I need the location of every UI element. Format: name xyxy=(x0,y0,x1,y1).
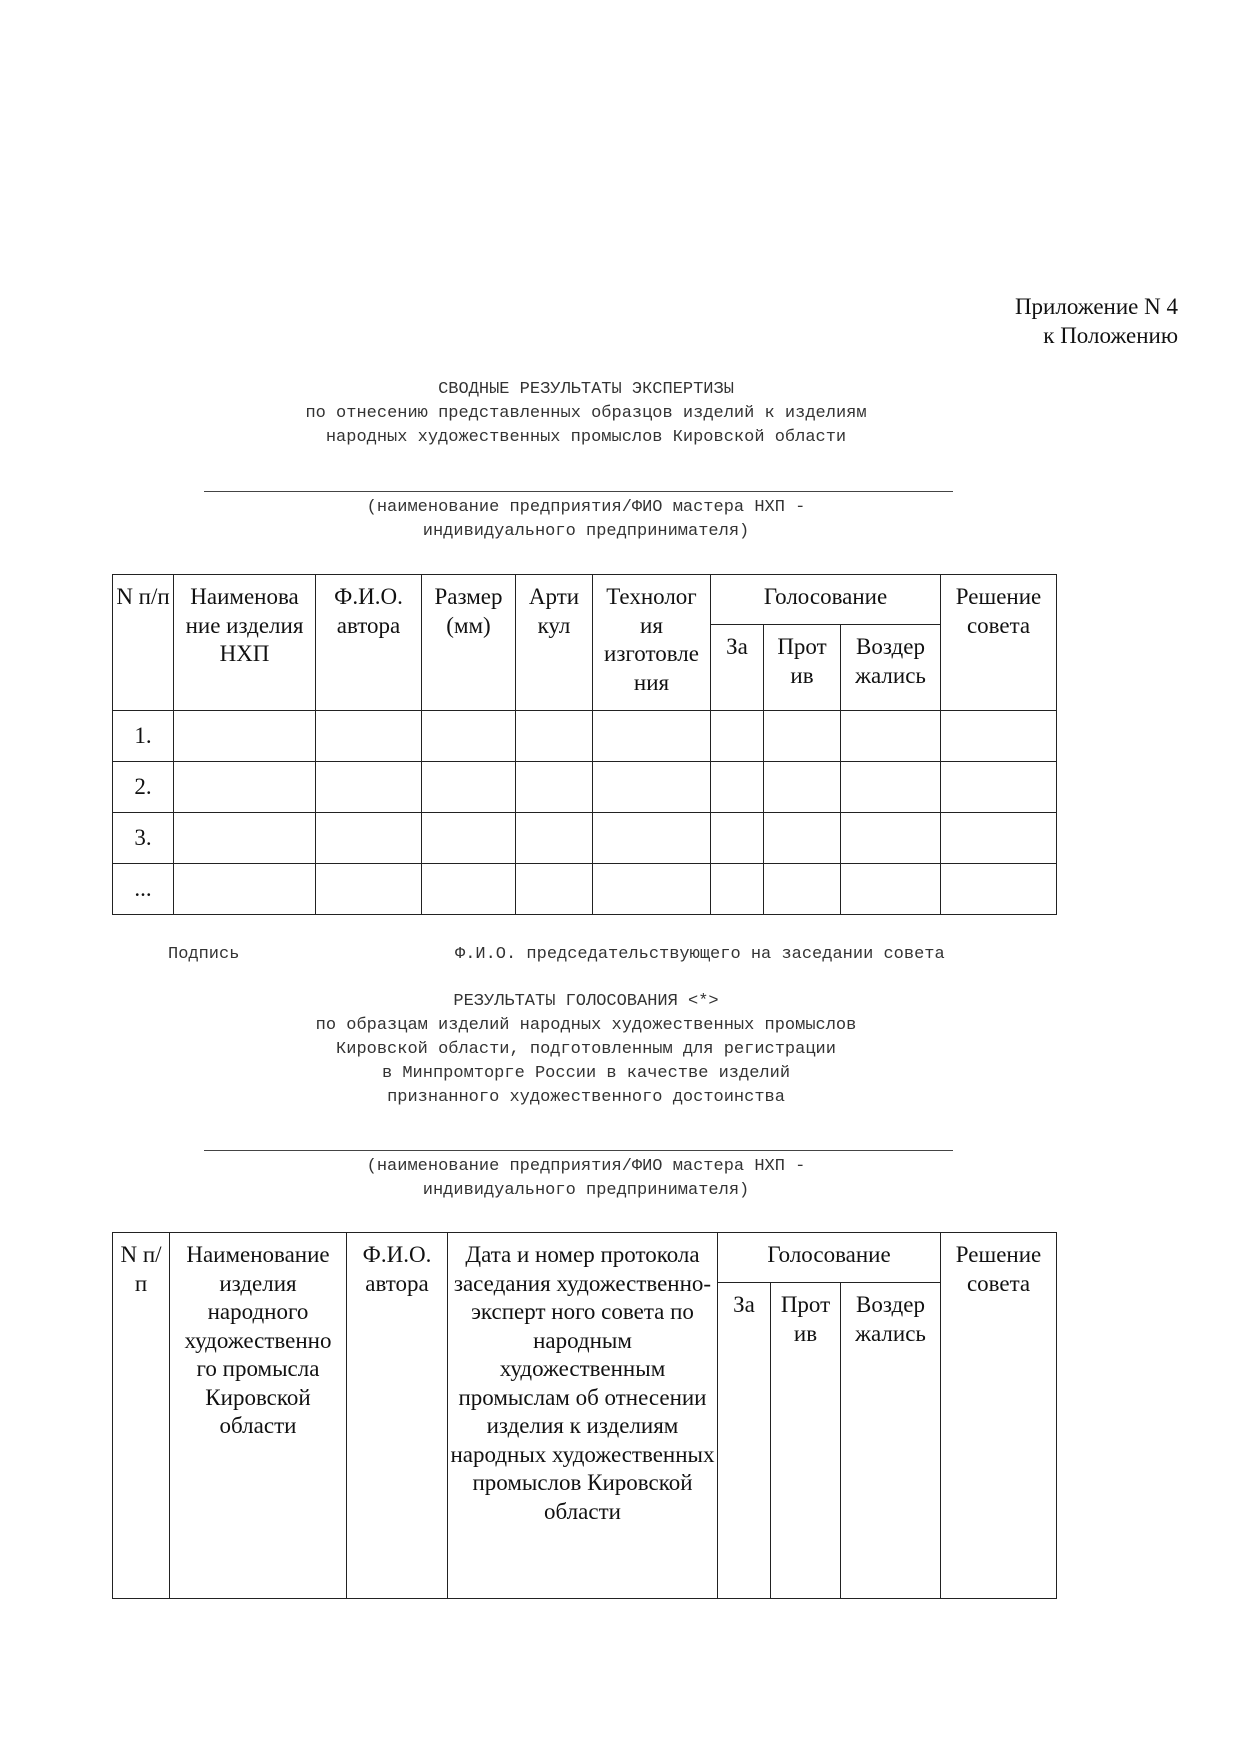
header-item-name: Наименова ние изделия НХП xyxy=(173,574,316,711)
chairperson-label: Ф.И.О. председательствующего на заседани… xyxy=(455,945,945,964)
section2-subtitle-3: в Минпромторге России в качестве изделий xyxy=(381,1064,791,1083)
header-vote-against: Прот ив xyxy=(770,1282,841,1599)
header-voting: Голосование xyxy=(716,1232,942,1283)
header-article: Арти кул xyxy=(515,574,593,711)
section1-title: СВОДНЫЕ РЕЗУЛЬТАТЫ ЭКСПЕРТИЗЫ xyxy=(438,380,734,399)
table-row: 1. xyxy=(112,710,1058,762)
section2-subtitle-2: Кировской области, подготовленным для ре… xyxy=(336,1040,836,1059)
table-row: ... xyxy=(112,863,1058,915)
header-decision: Решение совета xyxy=(940,574,1058,711)
header-number: N п/п xyxy=(112,574,174,711)
expertise-results-table: N п/п Наименова ние изделия НХП Ф.И.О. а… xyxy=(112,574,1058,915)
section1-subtitle-1: по отнесению представленных образцов изд… xyxy=(305,404,867,423)
row-number: 3. xyxy=(112,812,174,864)
row-number: 2. xyxy=(112,761,174,813)
header-author: Ф.И.О. автора xyxy=(346,1232,448,1599)
header-technology: Технолог ия изготовле ния xyxy=(592,574,711,711)
header-number: N п/п xyxy=(112,1232,170,1599)
header-decision: Решение совета xyxy=(940,1232,1058,1599)
header-author: Ф.И.О. автора xyxy=(315,574,422,711)
enterprise-caption-1b: индивидуального предпринимателя) xyxy=(422,522,750,541)
row-number: 1. xyxy=(112,710,174,762)
header-protocol: Дата и номер протокола заседания художес… xyxy=(447,1232,718,1599)
header-voting: Голосование xyxy=(709,574,942,625)
appendix-number: Приложение N 4 xyxy=(1014,294,1178,319)
signature-label: Подпись xyxy=(168,945,240,964)
voting-results-table: N п/п Наименование изделия народного худ… xyxy=(112,1232,1058,1599)
header-vote-abstained: Воздер жались xyxy=(839,1282,942,1599)
table-row: 3. xyxy=(112,812,1058,864)
section2-subtitle-1: по образцам изделий народных художествен… xyxy=(315,1016,857,1035)
header-vote-against: Прот ив xyxy=(763,624,841,711)
section2-subtitle-4: признанного художественного достоинства xyxy=(387,1088,785,1107)
enterprise-caption-1a: (наименование предприятия/ФИО мастера НХ… xyxy=(366,498,806,517)
section2-title: РЕЗУЛЬТАТЫ ГОЛОСОВАНИЯ <*> xyxy=(453,992,719,1011)
header-vote-for: За xyxy=(717,1282,771,1599)
appendix-reference: к Положению xyxy=(1043,323,1178,348)
enterprise-blank-line-2 xyxy=(204,1150,953,1151)
header-vote-abstained: Воздер жались xyxy=(839,624,942,711)
header-item-name: Наименование изделия народного художеств… xyxy=(169,1232,347,1599)
row-number: ... xyxy=(112,863,174,915)
section1-subtitle-2: народных художественных промыслов Кировс… xyxy=(325,428,847,447)
header-size: Размер (мм) xyxy=(421,574,516,711)
enterprise-caption-2b: индивидуального предпринимателя) xyxy=(422,1181,750,1200)
table-row: 2. xyxy=(112,761,1058,813)
enterprise-blank-line-1 xyxy=(204,491,953,492)
header-vote-for: За xyxy=(710,624,764,711)
enterprise-caption-2a: (наименование предприятия/ФИО мастера НХ… xyxy=(366,1157,806,1176)
